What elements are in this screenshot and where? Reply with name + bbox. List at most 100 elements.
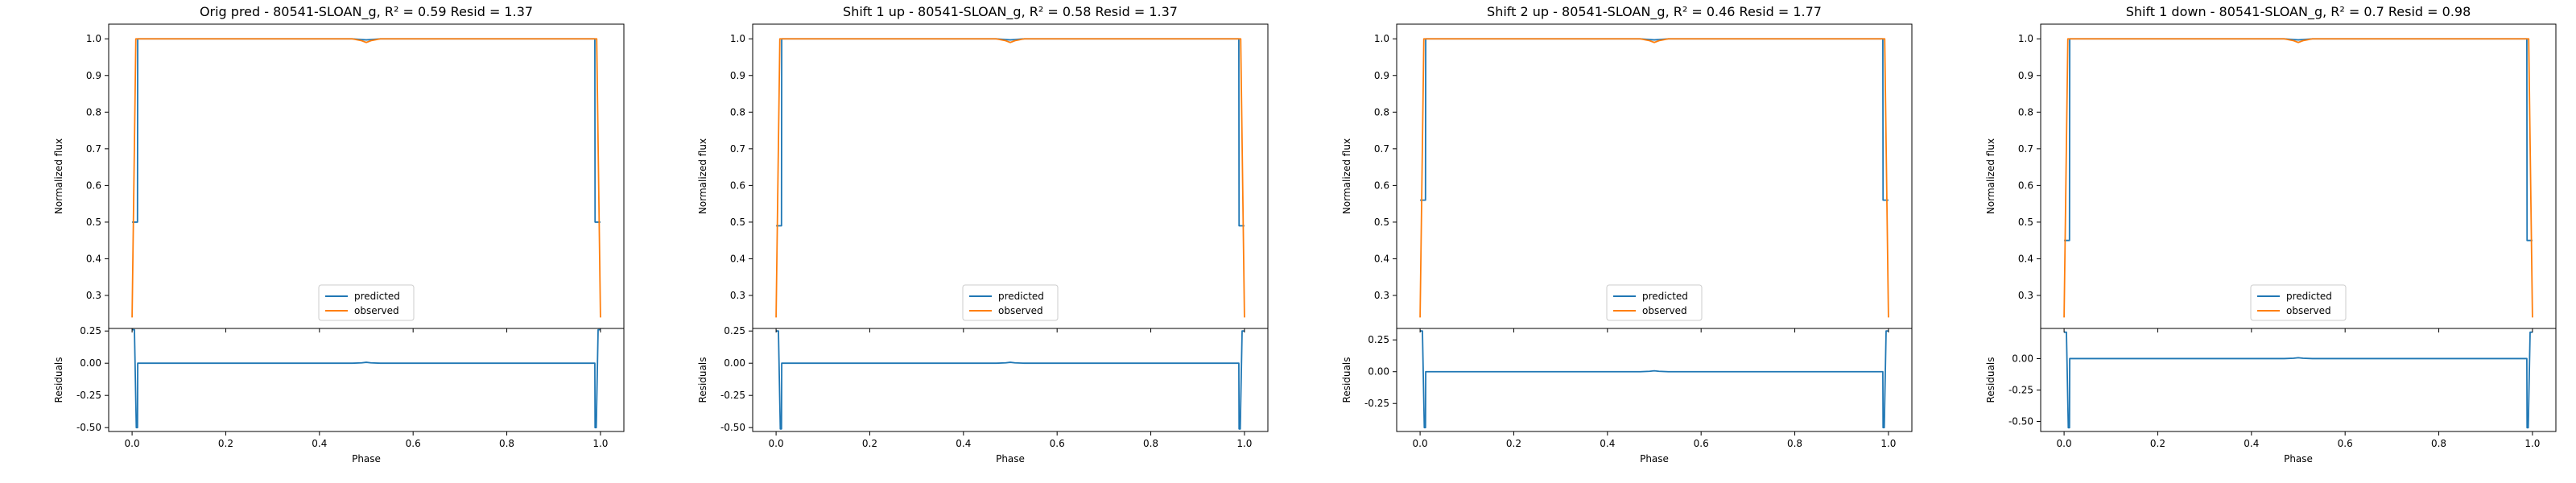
series-line-observed	[775, 38, 1245, 318]
series-line-observed	[2063, 38, 2533, 318]
x-tick-label: 0.6	[2338, 438, 2353, 449]
x-tick-label: 0.0	[1413, 438, 1428, 449]
chart-panel-4: Shift 1 down - 80541-SLOAN_g, R² = 0.7 R…	[1985, 4, 2557, 464]
y-tick-label: 0.5	[86, 217, 101, 228]
y-tick-label: 0.9	[86, 70, 101, 81]
y-tick-label: -0.25	[76, 390, 101, 401]
y-axis-label: Residuals	[697, 357, 708, 403]
y-tick-label: -0.25	[1364, 398, 1389, 409]
y-tick-label: 0.8	[730, 106, 745, 118]
top-axes-frame	[2040, 23, 2557, 329]
x-tick-label: 0.4	[1600, 438, 1615, 449]
series-line-observed	[131, 38, 601, 318]
y-tick-label: 0.4	[1374, 253, 1389, 264]
top-axes-frame	[108, 23, 625, 329]
x-tick-label: 0.2	[2150, 438, 2165, 449]
series-line-predicted	[775, 38, 1245, 227]
chart-title: Shift 2 up - 80541-SLOAN_g, R² = 0.46 Re…	[1487, 4, 1822, 20]
x-tick-label: 0.2	[218, 438, 233, 449]
bottom-axes-frame	[752, 328, 1269, 432]
x-tick-label: 0.8	[1143, 438, 1158, 449]
x-axis-label: Phase	[352, 453, 381, 464]
bottom-axes-frame	[108, 328, 625, 432]
series-line-residuals	[776, 330, 1245, 430]
bottom-axes: -0.25 0.00 0.25 Residuals	[1341, 328, 1913, 432]
y-axis-label: Residuals	[1341, 357, 1352, 403]
legend: predicted observed	[318, 284, 415, 321]
bottom-axes: -0.50 -0.25 0.00 0.25 Residuals	[697, 325, 1269, 433]
y-tick-label: -0.50	[2008, 416, 2033, 427]
y-tick-label: 0.25	[724, 325, 745, 336]
y-tick-label: 0.7	[86, 143, 101, 155]
chart-panel-1: Orig pred - 80541-SLOAN_g, R² = 0.59 Res…	[53, 4, 625, 464]
bottom-axes-frame	[1396, 328, 1913, 432]
y-tick-label: 0.25	[1368, 334, 1389, 345]
y-tick-label: 0.7	[730, 143, 745, 155]
series-line-predicted	[2063, 38, 2533, 242]
series-line-residuals	[132, 328, 601, 429]
y-tick-label: 0.6	[730, 180, 745, 191]
y-tick-label: 0.5	[1374, 217, 1389, 228]
bottom-axes-frame	[2040, 328, 2557, 432]
legend: predicted observed	[1606, 284, 1703, 321]
chart-title: Shift 1 down - 80541-SLOAN_g, R² = 0.7 R…	[2126, 4, 2471, 20]
legend-entry-observed: observed	[354, 305, 399, 316]
y-tick-label: 0.5	[2018, 217, 2033, 228]
y-tick-label: 0.00	[2012, 353, 2033, 364]
y-axis-label: Normalized flux	[53, 138, 64, 214]
legend: predicted observed	[2250, 284, 2347, 321]
x-tick-label: 0.2	[862, 438, 877, 449]
x-tick-label: 0.0	[769, 438, 784, 449]
x-axis-label: Phase	[2284, 453, 2313, 464]
y-tick-label: 0.00	[1368, 366, 1389, 378]
legend-entry-observed: observed	[1642, 305, 1687, 316]
y-axis-label: Normalized flux	[697, 138, 708, 214]
x-tick-label: 0.4	[312, 438, 327, 449]
y-tick-label: 0.3	[86, 290, 101, 301]
top-axes-frame	[752, 23, 1269, 329]
y-tick-label: 0.00	[724, 357, 745, 369]
x-tick-label: 0.2	[1506, 438, 1521, 449]
x-tick-label: 0.6	[406, 438, 421, 449]
y-tick-label: 0.00	[80, 357, 101, 369]
legend-entry-predicted: predicted	[998, 291, 1044, 302]
x-axis-label: Phase	[1640, 453, 1669, 464]
y-tick-label: -0.25	[720, 390, 745, 401]
y-tick-label: 0.8	[1374, 106, 1389, 118]
y-tick-label: 0.3	[1374, 290, 1389, 301]
y-tick-label: 0.3	[2018, 290, 2033, 301]
top-axes: 0.3 0.4 0.5 0.6 0.7 0.8 0.9 1.0 Normalized flux p…	[697, 23, 1269, 329]
x-tick-label: 1.0	[1880, 438, 1896, 449]
series-line-observed	[1419, 38, 1889, 318]
y-tick-label: 0.4	[86, 253, 101, 264]
top-axes-frame	[1396, 23, 1913, 329]
legend: predicted observed	[962, 284, 1059, 321]
y-tick-label: -0.25	[2008, 384, 2033, 395]
y-axis-label: Residuals	[53, 357, 64, 403]
y-tick-label: 0.7	[1374, 143, 1389, 155]
x-tick-label: 0.8	[499, 438, 514, 449]
bottom-axes: -0.50 -0.25 0.00 Residuals	[1985, 328, 2557, 432]
y-tick-label: 0.6	[1374, 180, 1389, 191]
legend-entry-predicted: predicted	[354, 291, 400, 302]
chart-title: Shift 1 up - 80541-SLOAN_g, R² = 0.58 Re…	[843, 4, 1178, 20]
series-line-residuals	[1420, 330, 1889, 429]
y-tick-label: 0.7	[2018, 143, 2033, 155]
legend-entry-observed: observed	[998, 305, 1043, 316]
y-tick-label: 0.5	[730, 217, 745, 228]
y-tick-label: 0.3	[730, 290, 745, 301]
y-axis-label: Normalized flux	[1985, 138, 1996, 214]
y-tick-label: -0.50	[76, 422, 101, 433]
x-tick-label: 1.0	[1236, 438, 1252, 449]
chart-panel-3: Shift 2 up - 80541-SLOAN_g, R² = 0.46 Re…	[1341, 4, 1913, 464]
y-tick-label: 0.9	[1374, 70, 1389, 81]
x-tick-label: 0.6	[1050, 438, 1065, 449]
y-axis-label: Residuals	[1985, 357, 1996, 403]
y-tick-label: 0.4	[730, 253, 745, 264]
y-tick-label: 0.9	[730, 70, 745, 81]
legend-entry-predicted: predicted	[1642, 291, 1688, 302]
y-tick-label: -0.50	[720, 422, 745, 433]
y-tick-label: 1.0	[730, 33, 745, 44]
bottom-axes: -0.50 -0.25 0.00 0.25 Residuals	[53, 325, 625, 433]
x-tick-label: 0.0	[125, 438, 140, 449]
